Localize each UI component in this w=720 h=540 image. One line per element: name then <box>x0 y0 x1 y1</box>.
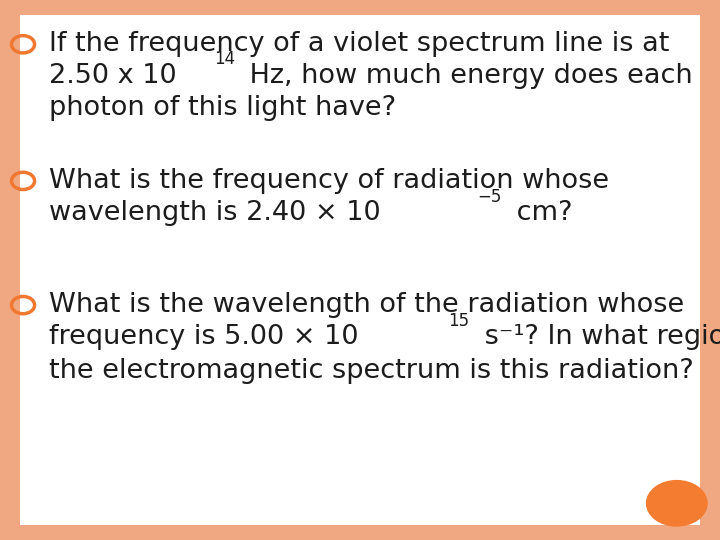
Text: −5: −5 <box>477 188 501 206</box>
Text: photon of this light have?: photon of this light have? <box>49 95 396 121</box>
Text: wavelength is 2.40 × 10: wavelength is 2.40 × 10 <box>49 200 381 226</box>
Bar <box>700 0 720 540</box>
Bar <box>0 0 720 15</box>
Text: 14: 14 <box>214 50 235 69</box>
Text: If the frequency of a violet spectrum line is at: If the frequency of a violet spectrum li… <box>49 31 670 57</box>
Text: frequency is 5.00 × 10: frequency is 5.00 × 10 <box>49 325 359 350</box>
Bar <box>0 525 720 540</box>
Text: s⁻¹? In what region of: s⁻¹? In what region of <box>476 325 720 350</box>
Text: What is the wavelength of the radiation whose: What is the wavelength of the radiation … <box>49 292 684 318</box>
Circle shape <box>647 481 707 526</box>
Bar <box>0 0 20 540</box>
Text: 15: 15 <box>449 312 469 330</box>
Text: 2.50 x 10: 2.50 x 10 <box>49 63 176 89</box>
Text: What is the frequency of radiation whose: What is the frequency of radiation whose <box>49 168 609 194</box>
Text: the electromagnetic spectrum is this radiation?: the electromagnetic spectrum is this rad… <box>49 358 693 384</box>
Text: Hz, how much energy does each: Hz, how much energy does each <box>241 63 693 89</box>
Text: cm?: cm? <box>508 200 573 226</box>
